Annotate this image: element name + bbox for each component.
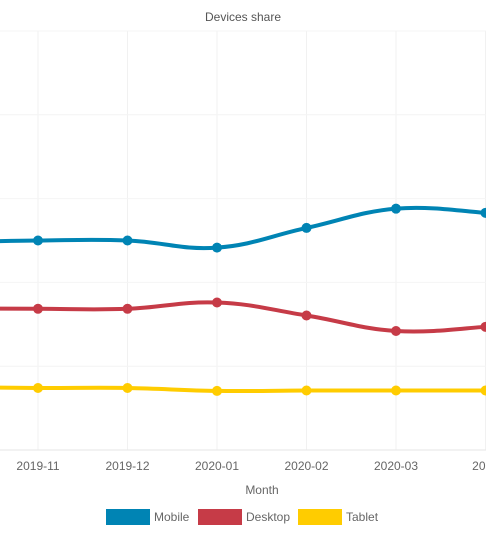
legend-item-tablet[interactable]: Tablet	[298, 509, 379, 525]
x-tick-label: 2020-01	[195, 459, 239, 473]
legend-item-desktop[interactable]: Desktop	[198, 509, 290, 525]
data-point-desktop-2020-01[interactable]	[212, 297, 222, 308]
data-point-mobile-2019-12[interactable]	[122, 235, 133, 246]
data-point-mobile-2020-01[interactable]	[212, 242, 222, 253]
data-points	[33, 203, 486, 396]
x-tick-label: 2020	[472, 459, 486, 473]
series-line-tablet	[0, 385, 486, 394]
x-tick-label: 2019-11	[16, 459, 59, 473]
legend-label-desktop: Desktop	[246, 510, 290, 524]
data-point-mobile-2019-11[interactable]	[33, 235, 43, 246]
data-point-tablet-2020-02[interactable]	[301, 385, 312, 396]
data-point-mobile-2020-03[interactable]	[391, 203, 401, 214]
data-point-desktop-2020-02[interactable]	[301, 310, 312, 321]
x-axis-title: Month	[245, 483, 278, 497]
x-tick-label: 2020-03	[374, 459, 418, 473]
data-point-tablet-2020-04[interactable]	[480, 385, 486, 396]
data-point-tablet-2020-03[interactable]	[391, 385, 401, 396]
data-point-tablet-2020-01[interactable]	[212, 385, 222, 396]
legend-item-mobile[interactable]: Mobile	[106, 509, 190, 525]
data-point-desktop-2019-12[interactable]	[122, 303, 133, 314]
legend-swatch-mobile	[106, 509, 150, 525]
legend-swatch-desktop	[198, 509, 242, 525]
legend[interactable]: Mobile Desktop Tablet	[106, 509, 379, 525]
data-point-tablet-2019-12[interactable]	[122, 382, 133, 393]
x-tick-label: 2019-12	[105, 459, 149, 473]
series-lines	[0, 205, 486, 394]
series-line-mobile	[0, 205, 486, 251]
legend-swatch-tablet	[298, 509, 342, 525]
data-point-desktop-2020-04[interactable]	[480, 321, 486, 332]
series-line-desktop	[0, 300, 486, 334]
x-tick-label: 2020-02	[284, 459, 328, 473]
data-point-mobile-2020-04[interactable]	[480, 207, 486, 218]
data-point-tablet-2019-11[interactable]	[33, 382, 43, 393]
x-axis-ticks: 2019-11 2019-12 2020-01 2020-02 2020-03 2020	[16, 459, 486, 473]
legend-label-tablet: Tablet	[346, 510, 379, 524]
data-point-mobile-2020-02[interactable]	[301, 222, 312, 233]
chart-title: Devices share	[205, 10, 281, 24]
legend-label-mobile: Mobile	[154, 510, 190, 524]
data-point-desktop-2019-11[interactable]	[33, 303, 43, 314]
data-point-desktop-2020-03[interactable]	[391, 326, 401, 337]
